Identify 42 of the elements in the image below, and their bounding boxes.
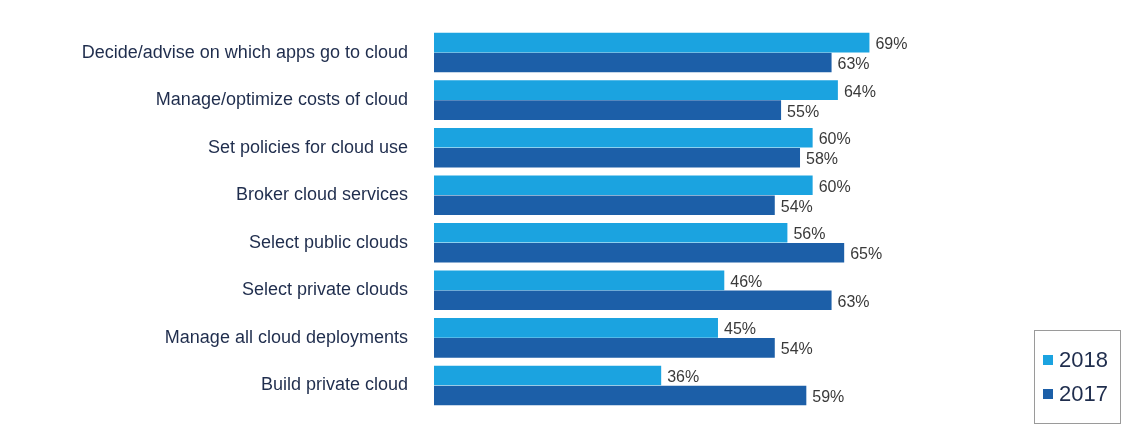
data-label: 69%	[875, 35, 908, 52]
bar	[434, 290, 832, 311]
data-label: 36%	[667, 367, 700, 385]
data-label: 58%	[806, 150, 839, 168]
data-label: 46%	[730, 272, 763, 290]
data-label: 64%	[843, 82, 876, 100]
bar	[434, 365, 662, 386]
legend-label: 2018	[1059, 347, 1108, 373]
bar	[434, 195, 775, 215]
y-tick-label: Select private clouds	[241, 279, 408, 300]
y-tick-label: Set policies for cloud use	[207, 136, 408, 157]
y-tick-label: Select public clouds	[248, 231, 408, 252]
data-label: 45%	[723, 320, 757, 338]
bar	[434, 270, 725, 291]
bar	[434, 318, 718, 338]
bar	[434, 80, 838, 100]
y-tick-label: Decide/advise on which apps go to cloud	[81, 41, 408, 62]
y-tick-label: Build private cloud	[260, 374, 408, 395]
bar	[434, 242, 845, 263]
bar	[434, 175, 813, 196]
bar	[434, 32, 870, 53]
data-label: 63%	[837, 54, 870, 72]
bar	[434, 127, 813, 148]
data-label: 55%	[787, 102, 820, 120]
y-tick-label: Broker cloud services	[235, 184, 408, 205]
bar	[434, 100, 782, 120]
data-label: 60%	[818, 130, 851, 148]
bar	[434, 147, 801, 168]
data-label: 63%	[837, 292, 870, 310]
bar	[434, 385, 807, 406]
y-tick-label: Manage all cloud deployments	[164, 326, 408, 347]
data-label: 56%	[793, 225, 826, 243]
data-label: 54%	[780, 340, 813, 358]
data-label: 65%	[850, 245, 883, 263]
data-label: 60%	[818, 177, 851, 195]
bar	[434, 52, 832, 73]
bar	[434, 338, 775, 358]
data-label: 59%	[812, 387, 845, 405]
y-tick-label: Manage/optimize costs of cloud	[155, 89, 408, 110]
bar	[434, 223, 788, 243]
legend-label: 2017	[1059, 381, 1108, 407]
data-label: 54%	[780, 197, 813, 215]
